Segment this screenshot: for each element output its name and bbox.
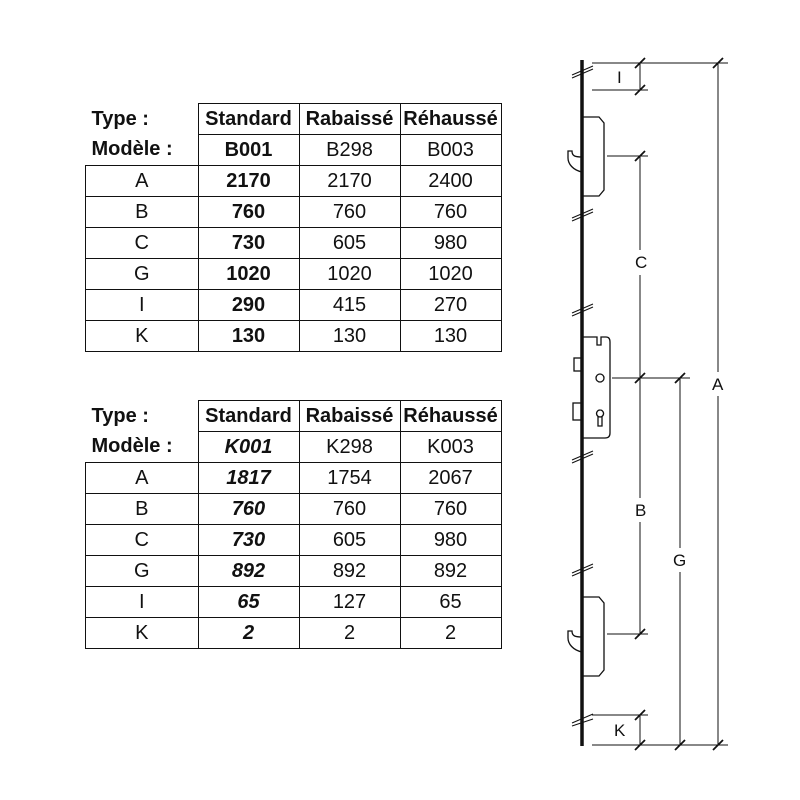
value-cell: 980 <box>399 227 502 259</box>
value-cell: 1020 <box>399 258 502 290</box>
value-cell: 415 <box>298 289 401 321</box>
value-cell: 130 <box>399 320 502 352</box>
row-label: A <box>85 165 199 197</box>
dim-label-a: A <box>712 375 724 394</box>
dim-label-i: I <box>617 68 622 87</box>
value-cell: 2 <box>197 617 300 649</box>
model-row: Modèle : K001 K298 K003 <box>86 431 502 463</box>
value-cell: 127 <box>298 586 401 618</box>
dim-label-g: G <box>673 551 686 570</box>
row-label: I <box>85 289 199 321</box>
value-cell: 980 <box>399 524 502 556</box>
table-row: G 1020 1020 1020 <box>85 258 502 290</box>
gearbox <box>572 336 611 439</box>
type-row: Type : Standard Rabaissé Réhaussé <box>86 400 502 432</box>
column-header: Standard <box>197 400 300 432</box>
break-marks <box>571 65 594 727</box>
value-cell: 605 <box>298 524 401 556</box>
model-cell: K298 <box>298 431 401 463</box>
hook-top <box>567 116 605 197</box>
value-cell: 2 <box>399 617 502 649</box>
type-label: Type : <box>91 404 149 427</box>
value-cell: 760 <box>399 493 502 525</box>
dimension-table-k: Type : Standard Rabaissé Réhaussé Modèle : K0… <box>85 400 502 649</box>
hook-bottom <box>567 596 605 677</box>
value-cell: 760 <box>298 196 401 228</box>
value-cell: 760 <box>399 196 502 228</box>
value-cell: 2170 <box>298 165 401 197</box>
value-cell: 605 <box>298 227 401 259</box>
model-label: Modèle : <box>91 435 173 458</box>
value-cell: 1020 <box>298 258 401 290</box>
model-cell: B001 <box>197 134 300 166</box>
value-cell: 760 <box>298 493 401 525</box>
column-header: Réhaussé <box>399 103 502 135</box>
column-header: Réhaussé <box>399 400 502 432</box>
value-cell: 892 <box>197 555 300 587</box>
dim-label-b: B <box>635 501 646 520</box>
value-cell: 760 <box>197 493 300 525</box>
type-label: Type : <box>91 107 149 130</box>
row-label: K <box>85 320 199 352</box>
value-cell: 130 <box>298 320 401 352</box>
value-cell: 2067 <box>399 462 502 494</box>
value-cell: 730 <box>197 524 300 556</box>
dimension-lines <box>592 57 728 751</box>
value-cell: 1817 <box>197 462 300 494</box>
model-cell: B298 <box>298 134 401 166</box>
table-row: B 760 760 760 <box>85 493 502 525</box>
value-cell: 2 <box>298 617 401 649</box>
value-cell: 65 <box>399 586 502 618</box>
column-header: Rabaissé <box>298 103 401 135</box>
dimension-table-b: Type : Standard Rabaissé Réhaussé Modèle : B0… <box>85 103 502 352</box>
type-row: Type : Standard Rabaissé Réhaussé <box>86 103 502 135</box>
column-header: Standard <box>197 103 300 135</box>
dim-label-c: C <box>635 253 647 272</box>
value-cell: 130 <box>197 320 300 352</box>
model-cell: B003 <box>399 134 502 166</box>
row-label: G <box>85 555 199 587</box>
table-row: C 730 605 980 <box>85 524 502 556</box>
value-cell: 730 <box>197 227 300 259</box>
value-cell: 2170 <box>197 165 300 197</box>
model-cell: K003 <box>399 431 502 463</box>
table-row: K 130 130 130 <box>85 320 502 352</box>
table-row: C 730 605 980 <box>85 227 502 259</box>
value-cell: 1020 <box>197 258 300 290</box>
value-cell: 2400 <box>399 165 502 197</box>
row-label: K <box>85 617 199 649</box>
model-cell: K001 <box>197 431 300 463</box>
table-row: A 2170 2170 2400 <box>85 165 502 197</box>
value-cell: 892 <box>298 555 401 587</box>
dim-label-k: K <box>614 721 626 740</box>
model-row: Modèle : B001 B298 B003 <box>86 134 502 166</box>
model-label: Modèle : <box>91 138 173 161</box>
